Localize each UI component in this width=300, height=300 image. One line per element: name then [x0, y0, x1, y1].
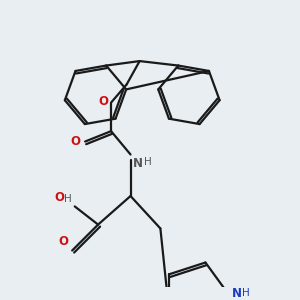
Text: N: N — [232, 287, 242, 300]
Text: H: H — [242, 288, 250, 298]
Text: O: O — [58, 235, 68, 248]
Text: N: N — [133, 157, 143, 170]
Text: O: O — [54, 191, 64, 204]
Text: O: O — [98, 95, 109, 108]
Text: H: H — [143, 157, 151, 167]
Text: H: H — [64, 194, 72, 204]
Text: O: O — [70, 135, 80, 148]
